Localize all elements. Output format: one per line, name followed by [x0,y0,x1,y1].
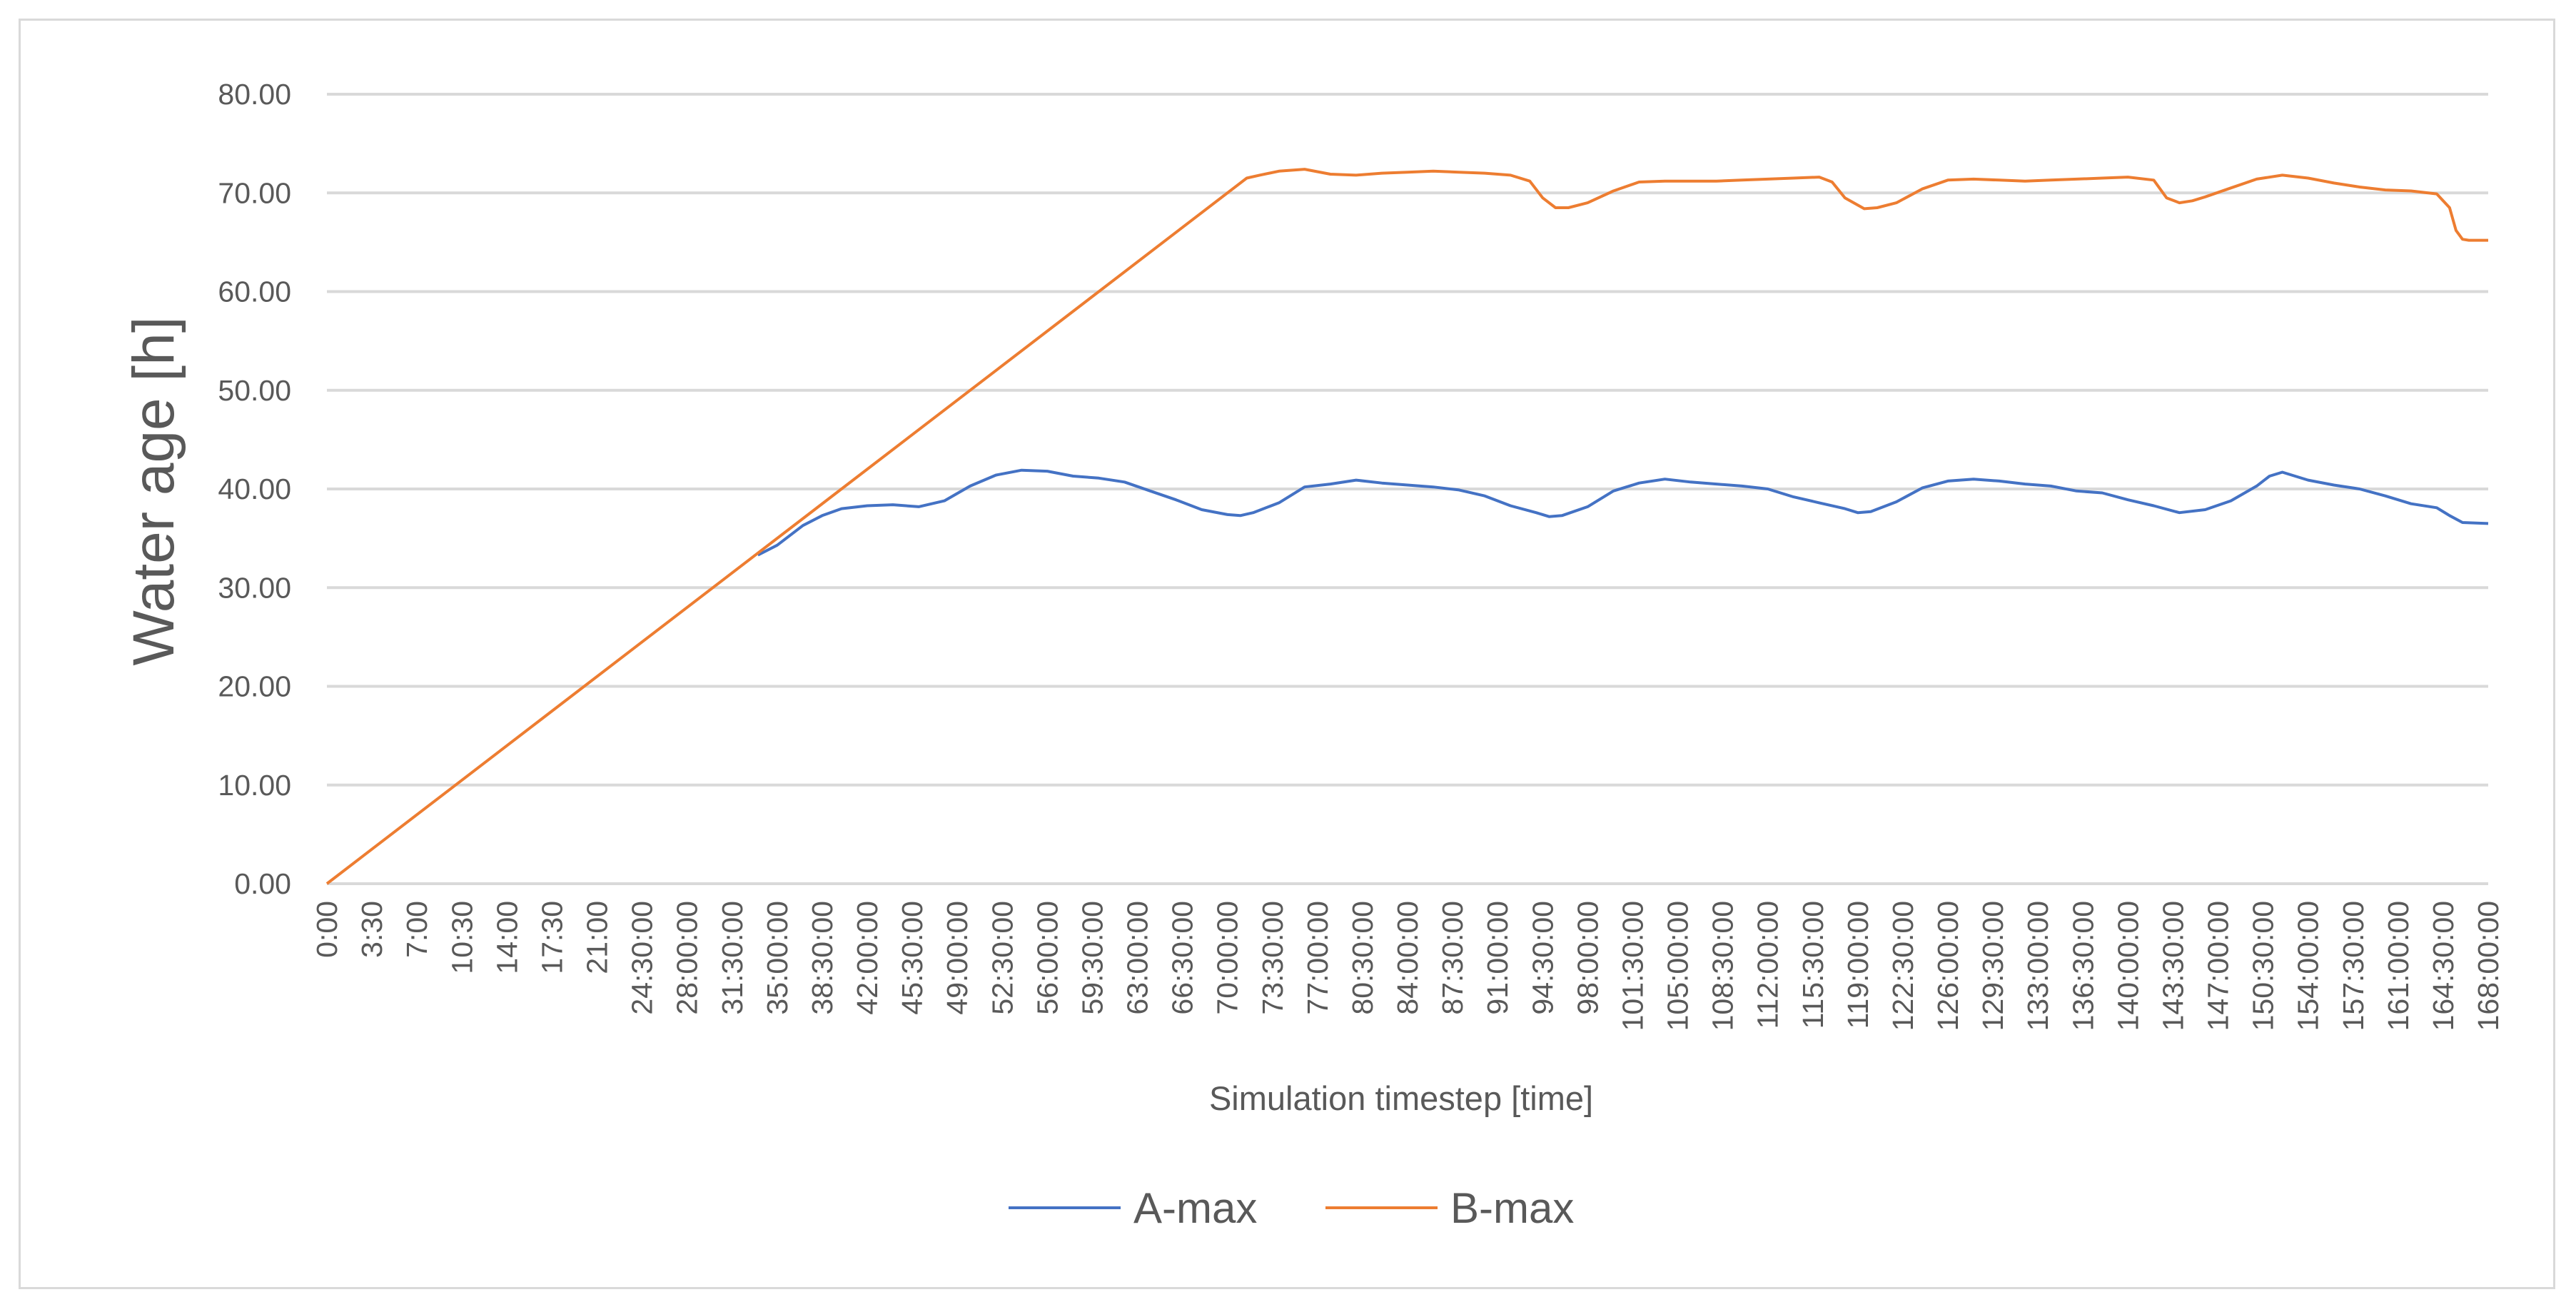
x-tick-label: 80:30:00 [1346,901,1379,1015]
legend-label-a-max: A-max [1133,1184,1257,1232]
x-tick-label: 147:00:00 [2202,901,2235,1031]
x-tick-label: 59:30:00 [1076,901,1108,1015]
x-tick-label: 17:30 [535,901,568,974]
x-tick-label: 42:00:00 [851,901,884,1015]
x-tick-label: 3:30 [355,901,388,958]
x-tick-label: 105:00:00 [1662,901,1694,1031]
x-tick-label: 168:00:00 [2472,901,2505,1031]
series-line-b-max [325,168,2488,885]
x-tick-label: 115:30:00 [1797,901,1829,1029]
x-tick-label: 161:00:00 [2382,901,2415,1031]
x-tick-label: 136:30:00 [2066,901,2099,1031]
x-tick-label: 129:30:00 [1976,901,2009,1031]
x-tick-label: 0:00 [310,901,343,958]
x-tick-label: 101:30:00 [1616,901,1649,1031]
x-tick-label: 94:30:00 [1526,901,1559,1015]
x-tick-label: 157:30:00 [2337,901,2370,1031]
x-tick-label: 56:00:00 [1031,901,1064,1015]
y-tick-label: 70.00 [218,176,291,209]
x-tick-label: 164:30:00 [2427,901,2460,1031]
x-axis-label: Simulation timestep [time] [1209,1079,1593,1117]
y-tick-label: 40.00 [218,473,291,505]
x-tick-label: 133:00:00 [2021,901,2054,1031]
x-tick-label: 140:00:00 [2111,901,2144,1031]
x-axis-tick-labels: 0:00 3:30 7:00 10:30 14:00 17:30 21:00 24:30:00… [310,901,2505,1031]
x-tick-label: 84:00:00 [1391,901,1424,1015]
y-tick-label: 80.00 [218,78,291,111]
x-tick-label: 52:30:00 [986,901,1019,1015]
legend-label-b-max: B-max [1450,1184,1574,1232]
x-tick-label: 31:30:00 [716,901,749,1015]
x-tick-label: 49:00:00 [941,901,974,1015]
x-tick-label: 77:00:00 [1301,901,1334,1015]
y-tick-label: 20.00 [218,670,291,703]
x-tick-label: 150:30:00 [2247,901,2280,1031]
x-tick-label: 7:00 [400,901,433,958]
x-tick-label: 73:30:00 [1256,901,1289,1015]
x-tick-label: 108:30:00 [1707,901,1739,1031]
series-lines [325,168,2489,885]
x-tick-label: 63:00:00 [1121,901,1154,1015]
x-tick-label: 21:00 [581,901,614,974]
x-tick-label: 98:00:00 [1571,901,1604,1015]
x-tick-label: 10:30 [445,901,478,974]
gridlines [327,93,2488,885]
x-tick-label: 91:00:00 [1481,901,1514,1015]
y-axis-tick-labels: 0.00 10.00 20.00 30.00 40.00 50.00 60.00 70.00 8… [218,78,291,900]
y-tick-label: 10.00 [218,769,291,802]
x-tick-label: 38:30:00 [806,901,839,1015]
x-tick-label: 112:00:00 [1752,901,1784,1029]
y-axis-label: Water age [h] [121,316,186,665]
x-tick-label: 45:30:00 [896,901,929,1015]
x-tick-label: 66:30:00 [1166,901,1199,1015]
legend: A-max B-max [1009,1184,1574,1232]
x-tick-label: 143:30:00 [2156,901,2189,1031]
series-line-a-max [757,468,2489,557]
y-tick-label: 30.00 [218,571,291,604]
x-tick-label: 122:30:00 [1886,901,1919,1031]
x-tick-label: 119:00:00 [1842,901,1874,1029]
x-tick-label: 126:00:00 [1931,901,1964,1031]
x-tick-label: 28:00:00 [671,901,704,1015]
y-tick-label: 0.00 [234,867,291,900]
x-tick-label: 87:30:00 [1436,901,1469,1015]
x-tick-label: 70:00:00 [1211,901,1244,1015]
y-tick-label: 60.00 [218,276,291,308]
chart-frame [19,19,2555,1289]
x-tick-label: 24:30:00 [626,901,659,1015]
y-tick-label: 50.00 [218,374,291,407]
x-tick-label: 154:00:00 [2292,901,2325,1031]
x-tick-label: 35:00:00 [761,901,794,1015]
x-tick-label: 14:00 [490,901,523,974]
